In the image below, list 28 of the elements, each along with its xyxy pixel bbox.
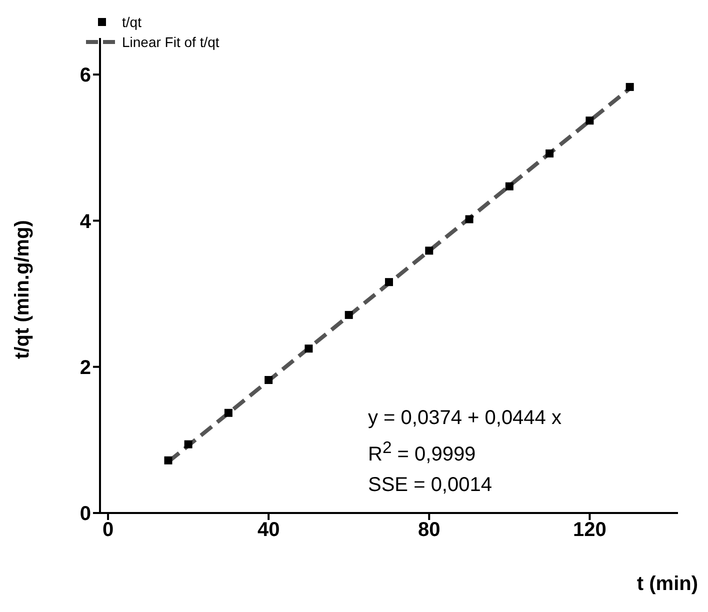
- y-tick-label: 0: [80, 503, 91, 526]
- point: [224, 408, 232, 417]
- y-tick-label: 6: [80, 64, 91, 87]
- point: [465, 215, 474, 224]
- point: [304, 344, 313, 353]
- annotation: SSE = 0,0014: [368, 472, 493, 498]
- point: [164, 456, 172, 464]
- annotation: y = 0,0374 + 0,0444 x: [368, 406, 562, 431]
- legend-label: Linear Fit of t/qt: [122, 34, 220, 50]
- point: [586, 116, 594, 125]
- x-tick-label: 40: [257, 519, 280, 542]
- x-axis-title: t (min): [636, 573, 698, 596]
- point: [425, 246, 434, 255]
- point: [264, 376, 273, 384]
- y-axis-title: t/qt (min.g/mg): [12, 219, 34, 361]
- legend-label: t/qt: [122, 14, 142, 30]
- x-tick-label: 0: [102, 519, 114, 542]
- y-tick-label: 2: [80, 356, 91, 379]
- x-tick-label: 80: [418, 519, 440, 542]
- annotation: R$^{2}$ = 0,9999: [368, 437, 477, 468]
- y-tick-label: 4: [80, 210, 92, 233]
- point: [344, 310, 353, 319]
- point: [505, 182, 514, 190]
- x-tick-label: 120: [573, 519, 606, 542]
- point: [184, 440, 192, 448]
- point: [385, 278, 393, 286]
- point: [626, 82, 634, 91]
- point: [546, 149, 554, 158]
